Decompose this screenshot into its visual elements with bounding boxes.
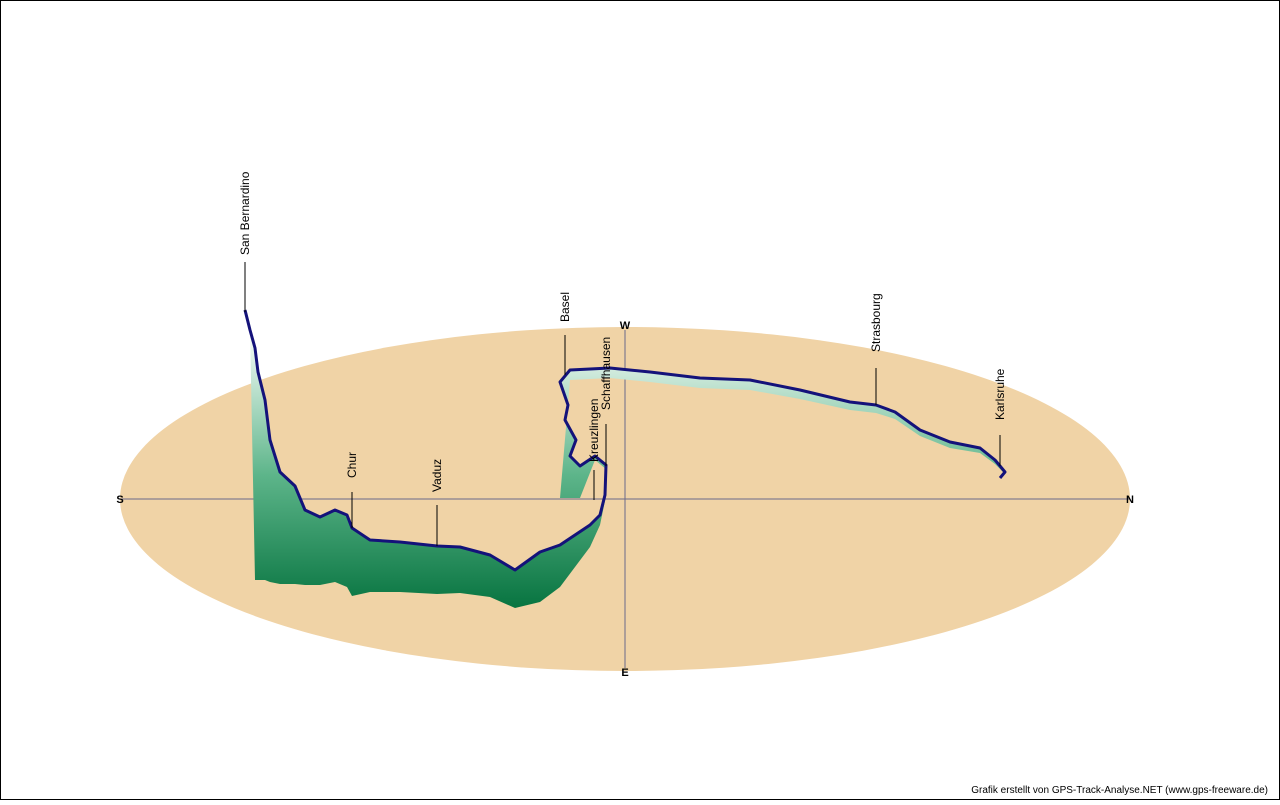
place-label: Vaduz bbox=[430, 459, 444, 492]
compass-south: S bbox=[116, 494, 123, 506]
compass-west: W bbox=[620, 320, 631, 332]
compass-east: E bbox=[621, 667, 628, 679]
credit: Grafik erstellt von GPS-Track-Analyse.NE… bbox=[971, 785, 1268, 796]
place-label: Schaffhausen bbox=[599, 337, 613, 410]
track-line bbox=[243, 309, 1007, 572]
place-label: Chur bbox=[345, 452, 359, 478]
place-label: San Bernardino bbox=[238, 171, 252, 255]
place-label: Karlsruhe bbox=[993, 368, 1007, 420]
place-label: Kreuzlingen bbox=[587, 399, 601, 462]
compass-north: N bbox=[1126, 494, 1134, 506]
place-label: Basel bbox=[558, 292, 572, 322]
place-label: Strasbourg bbox=[869, 293, 883, 352]
track bbox=[243, 309, 1007, 608]
